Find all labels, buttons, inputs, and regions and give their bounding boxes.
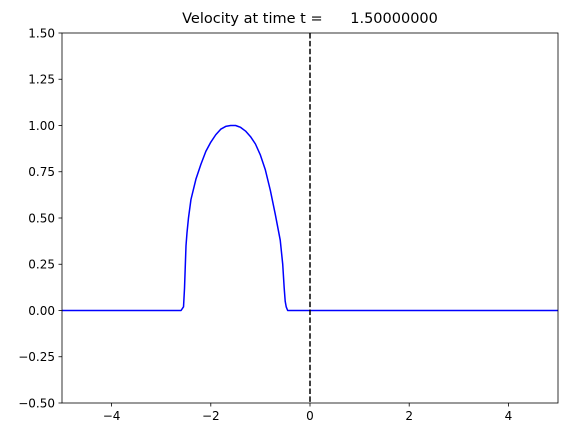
y-axis: −0.50 −0.25 0.00 0.25 0.50 0.75 1.00 1.25 1.50 <box>18 26 62 410</box>
plot-area <box>62 33 558 403</box>
series-line-0 <box>62 124 558 312</box>
y-tick-label: 1.00 <box>28 119 55 133</box>
y-tick-label: 0.50 <box>28 211 55 225</box>
y-tick-label: 0.25 <box>28 258 55 272</box>
x-tick-label: −2 <box>202 409 220 423</box>
y-tick-label: −0.50 <box>18 396 55 410</box>
x-tick-label: 0 <box>306 409 314 423</box>
y-tick-label: −0.25 <box>18 350 55 364</box>
y-tick-label: 0.00 <box>28 304 55 318</box>
y-tick-label: 1.25 <box>28 73 55 87</box>
chart-title: Velocity at time t = 1.50000000 <box>182 11 438 27</box>
x-tick-label: −4 <box>103 409 121 423</box>
x-tick-label: 4 <box>505 409 513 423</box>
y-tick-label: 0.75 <box>28 165 55 179</box>
plot-frame <box>61 32 559 404</box>
y-tick-label: 1.50 <box>28 26 55 40</box>
x-tick-label: 2 <box>405 409 413 423</box>
x-axis: −4 −2 0 2 4 <box>103 403 512 423</box>
